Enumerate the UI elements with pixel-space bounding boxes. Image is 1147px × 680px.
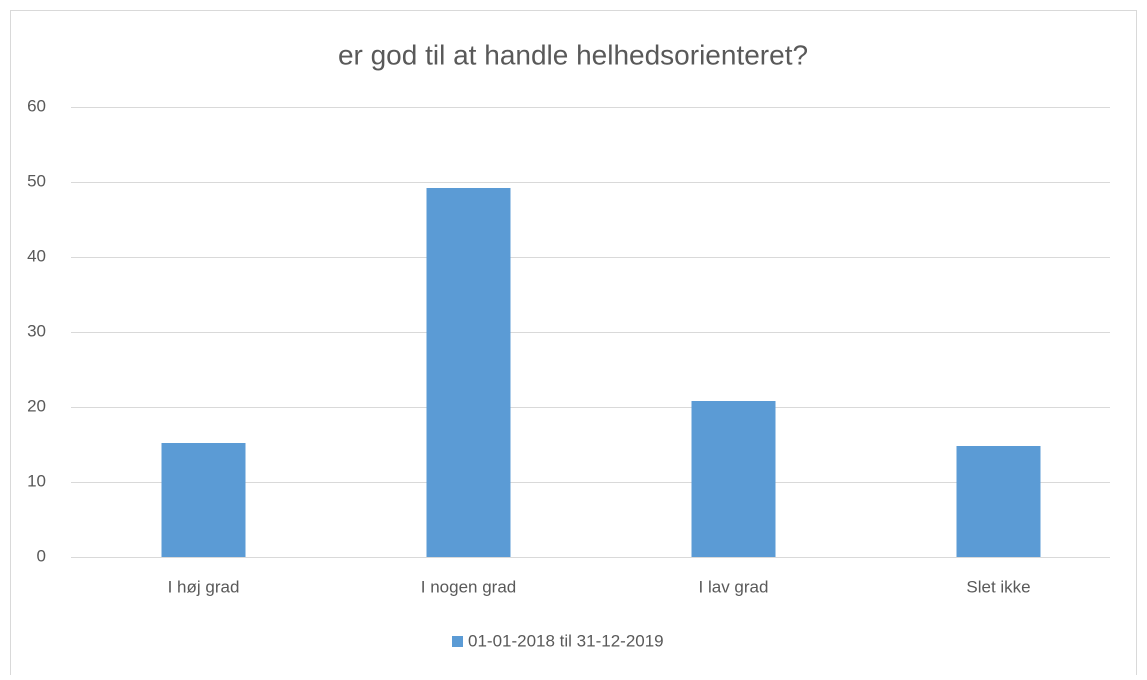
x-tick-label: I høj grad <box>168 577 240 596</box>
legend-label: 01-01-2018 til 31-12-2019 <box>468 631 664 650</box>
y-tick-label: 0 <box>37 546 46 565</box>
bar <box>426 188 511 557</box>
y-tick-label: 40 <box>27 246 46 265</box>
x-tick-label: I lav grad <box>699 577 769 596</box>
y-tick-label: 10 <box>27 471 46 490</box>
legend-swatch <box>452 636 463 647</box>
y-tick-label: 50 <box>27 171 46 190</box>
chart-title: er god til at handle helhedsorienteret? <box>338 39 808 70</box>
y-tick-label: 60 <box>27 96 46 115</box>
bar <box>161 443 246 557</box>
chart-frame <box>10 10 1137 680</box>
x-tick-label: I nogen grad <box>421 577 516 596</box>
bar <box>691 401 776 557</box>
y-tick-label: 20 <box>27 396 46 415</box>
bar <box>956 446 1041 557</box>
x-tick-label: Slet ikke <box>966 577 1030 596</box>
y-tick-label: 30 <box>27 321 46 340</box>
